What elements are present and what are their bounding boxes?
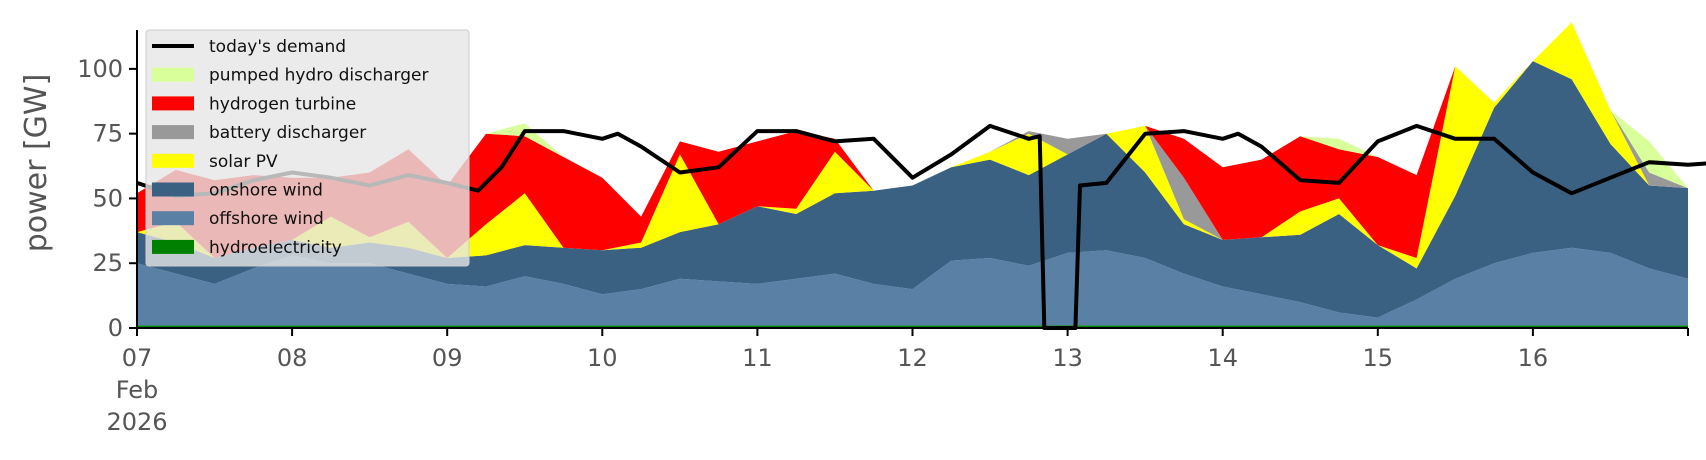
legend-background	[145, 29, 470, 267]
x-tick-label: 10	[587, 344, 618, 372]
legend-swatch-hydrogen-turbine	[152, 96, 194, 111]
x-ticks: 07 Feb 2026 08 09 10 11 12 13 14 15 16	[106, 328, 1689, 436]
demand-line	[136, 123, 1706, 330]
x-tick-label: 11	[742, 344, 773, 372]
y-ticks: 0 25 50 75 100	[77, 55, 137, 342]
legend-label-solar-pv: solar PV	[209, 152, 278, 172]
y-tick-label: 50	[92, 184, 123, 212]
legend-label-pumped-hydro-discharger: pumped hydro discharger	[209, 66, 428, 86]
area-offshore-wind	[137, 247, 1688, 326]
x-tick-year: 2026	[106, 408, 167, 436]
legend-label-offshore-wind: offshore wind	[209, 209, 324, 229]
legend-label-battery-discharger: battery discharger	[209, 123, 366, 143]
x-tick-label: 16	[1518, 344, 1549, 372]
legend-swatch-pumped-hydro-discharger	[152, 67, 194, 82]
y-tick-label: 0	[108, 314, 123, 342]
y-tick-label: 25	[92, 249, 123, 277]
x-tick-label: 15	[1363, 344, 1394, 372]
area-onshore-wind	[137, 61, 1688, 318]
legend-label-hydrogen-turbine: hydrogen turbine	[209, 94, 356, 114]
y-tick-label: 100	[77, 55, 123, 83]
legend-swatch-solar-pv	[152, 153, 194, 168]
area-solar-pv	[137, 22, 1688, 269]
legend-label-hydroelectricity: hydroelectricity	[209, 238, 342, 258]
legend-swatch-offshore-wind	[152, 211, 194, 226]
area-hydrogen-turbine	[137, 22, 1688, 259]
x-tick-label: 14	[1207, 344, 1238, 372]
legend-label-onshore-wind: onshore wind	[209, 181, 323, 201]
y-axis-label: power [GW]	[19, 74, 54, 253]
legend-swatch-onshore-wind	[152, 182, 194, 197]
legend-label-today-s-demand: today's demand	[209, 37, 346, 57]
legend-swatch-hydroelectricity	[152, 239, 194, 254]
x-tick-label: 08	[277, 344, 308, 372]
legend: today's demand pumped hydro discharger hyd…	[145, 29, 470, 267]
legend-swatch-battery-discharger	[152, 125, 194, 140]
x-tick-month: Feb	[116, 376, 159, 404]
demand-layer	[136, 123, 1706, 330]
y-tick-label: 75	[92, 120, 123, 148]
x-tick-label: 09	[432, 344, 463, 372]
x-tick-label: 07	[122, 344, 153, 372]
x-tick-label: 12	[897, 344, 928, 372]
x-tick-label: 13	[1052, 344, 1083, 372]
